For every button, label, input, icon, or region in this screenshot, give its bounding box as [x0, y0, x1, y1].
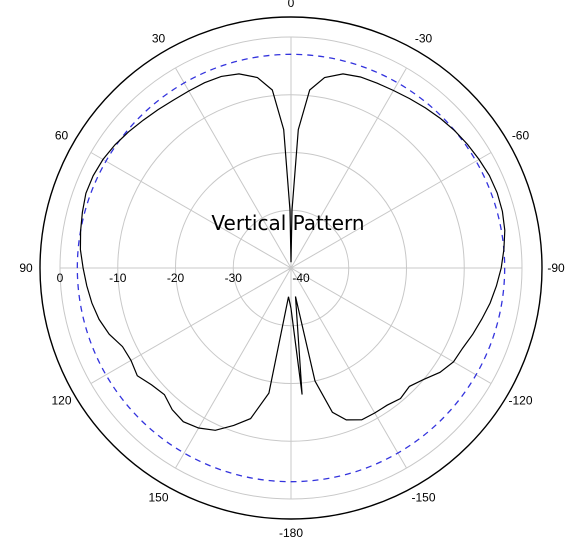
polar-grid: [59, 36, 523, 500]
radial-tick-label: -30: [225, 271, 243, 285]
angle-tick-label: -120: [508, 394, 532, 408]
radial-tick-label: 0: [57, 271, 64, 285]
angle-tick-label: 30: [152, 32, 166, 46]
radial-tick-label: -10: [109, 271, 127, 285]
angle-tick-label: -150: [411, 490, 435, 504]
chart-title: Vertical Pattern: [211, 211, 364, 235]
angle-tick-label: -90: [547, 261, 565, 275]
angle-tick-label: 120: [51, 394, 71, 408]
angle-tick-label: 90: [19, 261, 33, 275]
angle-tick-label: -30: [415, 32, 433, 46]
radial-tick-labels: 0 -10 -20 -30 -40: [57, 271, 310, 285]
angle-tick-labels: 0 -30 -60 -90 -120 -150 -180 150 120 90 60 30: [19, 0, 565, 540]
angle-tick-label: 0: [288, 0, 295, 10]
angle-tick-label: -180: [279, 526, 303, 540]
grid-spoke: [175, 67, 407, 469]
radial-tick-label: -40: [292, 271, 310, 285]
angle-tick-label: 150: [148, 490, 168, 504]
radial-tick-label: -20: [167, 271, 185, 285]
angle-tick-label: 60: [55, 129, 69, 143]
reference-circle: [76, 53, 506, 483]
pattern-series-line: [79, 73, 506, 431]
angle-tick-label: -60: [512, 129, 530, 143]
outer-circle: [39, 16, 543, 520]
